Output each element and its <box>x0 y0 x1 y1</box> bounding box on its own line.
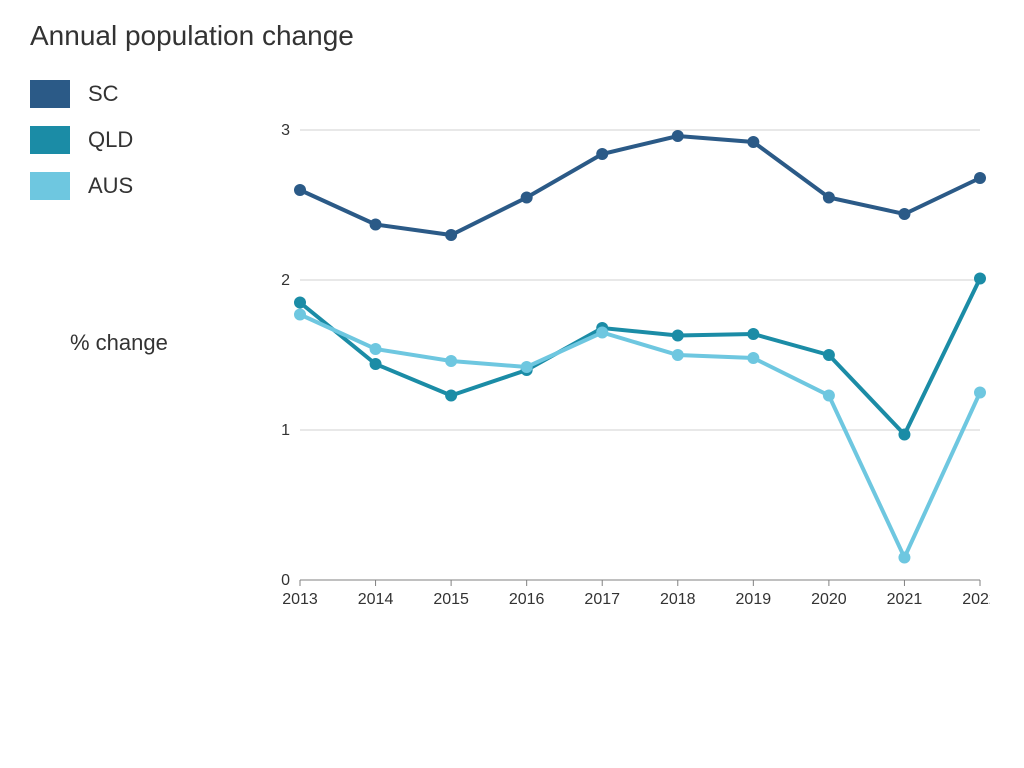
series-marker-qld <box>672 330 684 342</box>
series-marker-aus <box>672 349 684 361</box>
x-tick-label: 2022 <box>962 591 990 608</box>
series-group <box>294 130 986 564</box>
series-marker-sc <box>747 136 759 148</box>
x-tick-label: 2020 <box>811 591 847 608</box>
series-marker-aus <box>370 343 382 355</box>
series-marker-aus <box>445 355 457 367</box>
series-marker-sc <box>898 208 910 220</box>
legend-label-aus: AUS <box>88 173 133 199</box>
series-marker-qld <box>974 273 986 285</box>
series-marker-qld <box>370 358 382 370</box>
legend-label-sc: SC <box>88 81 119 107</box>
x-tick-label: 2019 <box>736 591 772 608</box>
series-marker-qld <box>445 390 457 402</box>
y-tick-label: 2 <box>281 272 290 289</box>
series-marker-sc <box>596 148 608 160</box>
axis-group: 0 1 2 3 2013 2014 2015 2016 2017 2018 2019 2020 2021… <box>281 122 990 608</box>
y-axis-title: % change <box>70 330 168 356</box>
x-tick-label: 2013 <box>282 591 318 608</box>
x-tick-label: 2015 <box>433 591 469 608</box>
x-tick-label: 2014 <box>358 591 394 608</box>
x-tick-label: 2021 <box>887 591 923 608</box>
legend: SC QLD AUS <box>30 80 133 218</box>
x-tick-label: 2018 <box>660 591 696 608</box>
series-marker-aus <box>974 387 986 399</box>
series-marker-aus <box>596 327 608 339</box>
series-marker-qld <box>823 349 835 361</box>
legend-item: AUS <box>30 172 133 200</box>
y-tick-label: 1 <box>281 422 290 439</box>
x-tick-label: 2016 <box>509 591 545 608</box>
legend-item: SC <box>30 80 133 108</box>
series-line-aus <box>300 315 980 558</box>
series-marker-qld <box>747 328 759 340</box>
series-marker-sc <box>823 192 835 204</box>
legend-swatch-aus <box>30 172 70 200</box>
x-tick-label: 2017 <box>584 591 620 608</box>
legend-swatch-qld <box>30 126 70 154</box>
series-marker-aus <box>294 309 306 321</box>
plot-area: 0 1 2 3 2013 2014 2015 2016 2017 2018 2019 2020 2021… <box>270 90 990 620</box>
series-marker-sc <box>445 229 457 241</box>
series-marker-sc <box>672 130 684 142</box>
series-marker-sc <box>370 219 382 231</box>
series-marker-aus <box>747 352 759 364</box>
y-tick-label: 0 <box>281 572 290 589</box>
y-tick-label: 3 <box>281 122 290 139</box>
series-marker-sc <box>974 172 986 184</box>
series-marker-qld <box>898 429 910 441</box>
chart-page: Annual population change SC QLD AUS % ch… <box>0 0 1024 768</box>
series-marker-aus <box>898 552 910 564</box>
series-marker-sc <box>521 192 533 204</box>
legend-item: QLD <box>30 126 133 154</box>
legend-swatch-sc <box>30 80 70 108</box>
series-line-sc <box>300 136 980 235</box>
series-marker-aus <box>823 390 835 402</box>
series-marker-sc <box>294 184 306 196</box>
series-marker-aus <box>521 361 533 373</box>
chart-title: Annual population change <box>30 20 354 52</box>
legend-label-qld: QLD <box>88 127 133 153</box>
series-marker-qld <box>294 297 306 309</box>
series-line-qld <box>300 279 980 435</box>
